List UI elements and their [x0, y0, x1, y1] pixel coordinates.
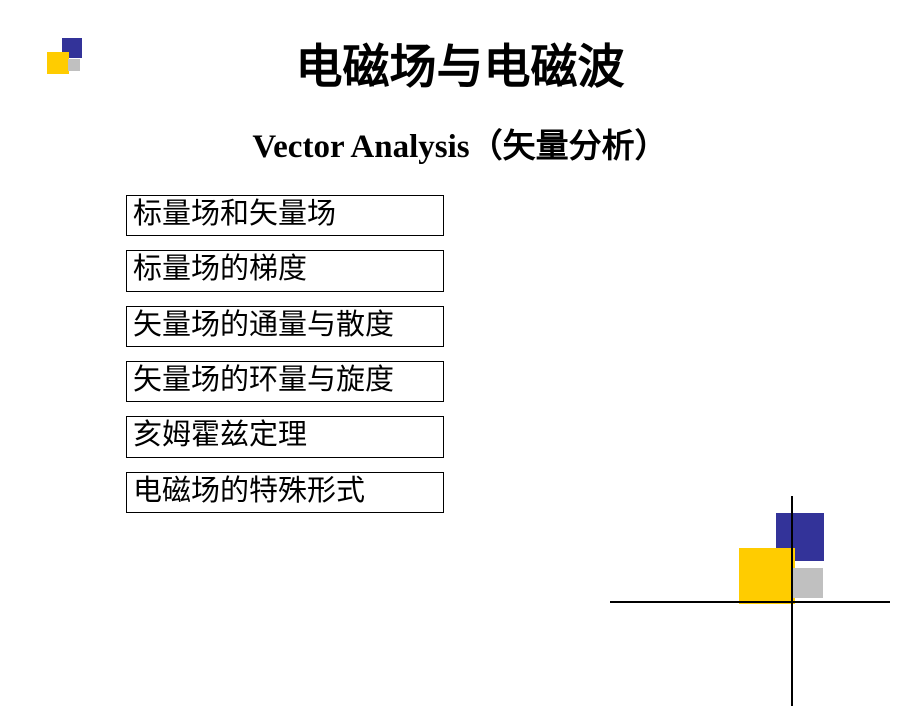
list-item: 亥姆霍兹定理	[126, 416, 444, 457]
deco-br-hline	[610, 601, 890, 603]
list-item: 矢量场的通量与散度	[126, 306, 444, 347]
topic-list: 标量场和矢量场 标量场的梯度 矢量场的通量与散度 矢量场的环量与旋度 亥姆霍兹定…	[126, 195, 444, 513]
deco-tl-gray	[68, 59, 80, 71]
page-title: 电磁场与电磁波	[0, 28, 920, 97]
list-item: 矢量场的环量与旋度	[126, 361, 444, 402]
deco-br-yellow	[739, 548, 795, 604]
deco-br-gray	[793, 568, 823, 598]
list-item: 电磁场的特殊形式	[126, 472, 444, 513]
list-item: 标量场的梯度	[126, 250, 444, 291]
deco-br-vline	[791, 496, 793, 706]
list-item: 标量场和矢量场	[126, 195, 444, 236]
page-subtitle: Vector Analysis（矢量分析）	[0, 119, 920, 167]
deco-tl-yellow	[47, 52, 69, 74]
